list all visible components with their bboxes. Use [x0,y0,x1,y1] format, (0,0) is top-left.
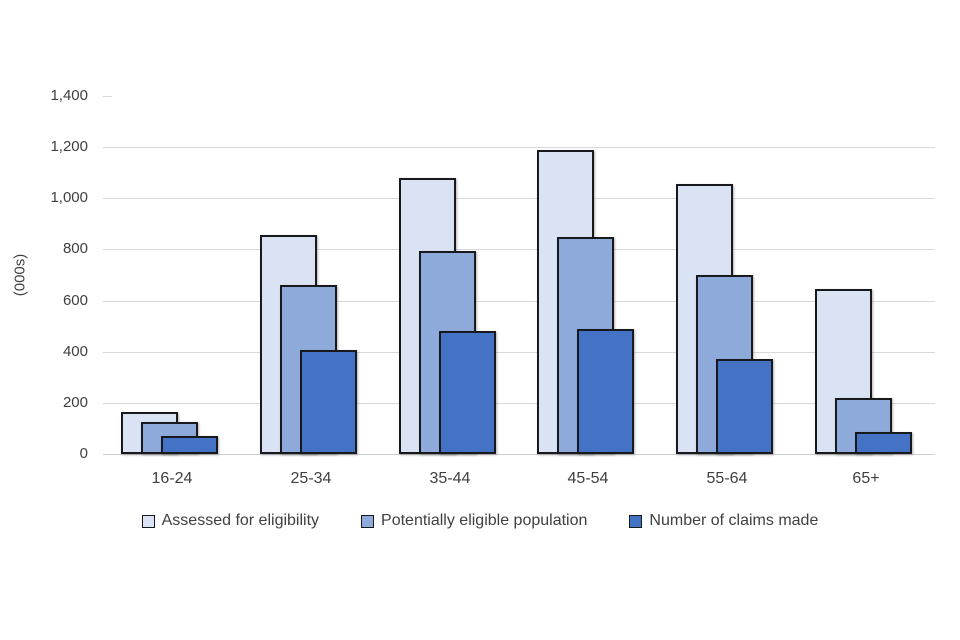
bar-55-64-number-of-claims-made [716,359,773,454]
legend-label-assessed: Assessed for eligibility [161,512,320,529]
bar-25-34-number-of-claims-made [300,350,357,454]
bar-35-44-number-of-claims-made [439,331,496,454]
gridline [103,147,935,148]
legend-item-potentially-eligible: Potentially eligible population [361,512,587,530]
legend-swatch-assessed [141,514,155,528]
x-axis-tick-label: 25-34 [290,470,332,487]
legend-item-assessed: Assessed for eligibility [141,512,320,530]
y-axis-tick-labels: 0 200 400 600 800 1,000 1,200 1,400 [0,0,88,640]
gridline [103,403,935,404]
legend-item-claims-made: Number of claims made [629,512,818,530]
y-axis-tick-label: 800 [62,240,88,258]
legend-label-potentially-eligible: Potentially eligible population [381,512,588,529]
y-axis-tick-label: 0 [79,445,88,462]
y-axis-tick-label: 600 [62,291,88,309]
y-axis-tick-label: 1,400 [50,87,88,104]
gridline [103,96,112,97]
gridline [103,352,935,353]
x-axis-tick-label: 35-44 [429,470,471,487]
legend-label-claims-made: Number of claims made [649,512,819,529]
x-axis-tick-label: 65+ [852,470,880,487]
legend-swatch-claims-made [629,514,643,528]
x-axis-tick-label: 16-24 [151,470,193,487]
y-axis-tick-label: 400 [62,342,88,360]
legend-swatch-potentially-eligible [361,514,375,528]
gridline [103,198,935,199]
legend: Assessed for eligibility Potentially eli… [0,512,960,530]
bar-65+-number-of-claims-made [855,432,912,454]
y-axis-tick-label: 200 [62,393,88,411]
gridline [103,301,935,302]
gridline [103,249,935,250]
x-axis-line [103,454,935,455]
plot-area [103,96,935,455]
y-axis-tick-label: 1,000 [50,189,88,207]
bar-16-24-number-of-claims-made [161,436,218,454]
y-axis-tick-label: 1,200 [50,138,88,156]
bar-45-54-number-of-claims-made [577,329,634,454]
x-axis-tick-label: 45-54 [567,470,609,487]
x-axis-tick-label: 55-64 [706,470,748,487]
